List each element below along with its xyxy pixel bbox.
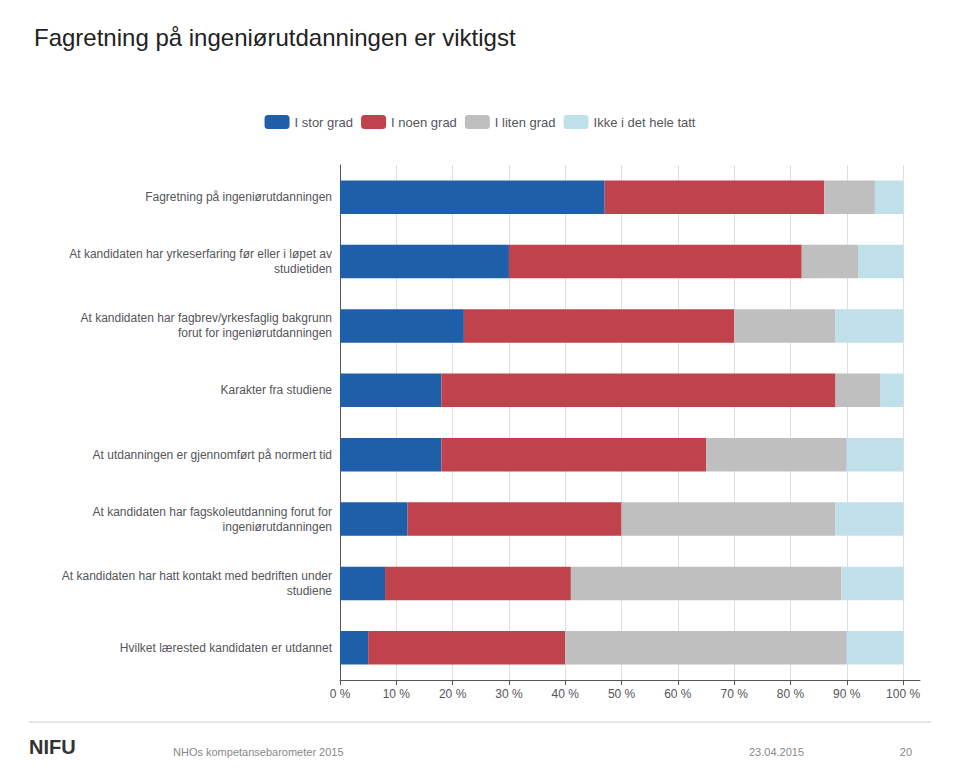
svg-text:Fagretning på ingeniørutdannin: Fagretning på ingeniørutdanningen er vik… (34, 24, 516, 51)
svg-text:Ikke i det hele tatt: Ikke i det hele tatt (594, 115, 696, 130)
svg-text:30 %: 30 % (495, 687, 523, 701)
svg-text:I stor grad: I stor grad (295, 115, 354, 130)
svg-text:Hvilket lærested kandidaten er: Hvilket lærested kandidaten er utdannet (120, 641, 333, 655)
svg-text:0 %: 0 % (330, 687, 351, 701)
svg-text:40 %: 40 % (552, 687, 580, 701)
svg-text:20 %: 20 % (439, 687, 467, 701)
svg-text:90 %: 90 % (833, 687, 861, 701)
svg-text:Fagretning på ingeniørutdannin: Fagretning på ingeniørutdanningen (145, 190, 332, 204)
svg-text:20: 20 (900, 746, 912, 758)
svg-text:100 %: 100 % (886, 687, 920, 701)
svg-text:NIFU: NIFU (29, 736, 76, 758)
svg-text:60 %: 60 % (664, 687, 692, 701)
svg-text:At kandidaten har fagskoleutda: At kandidaten har fagskoleutdanning foru… (93, 505, 333, 519)
svg-text:ingeniørutdanningen: ingeniørutdanningen (223, 520, 332, 534)
svg-text:50 %: 50 % (608, 687, 636, 701)
svg-text:studietiden: studietiden (274, 262, 332, 276)
svg-text:10 %: 10 % (383, 687, 411, 701)
svg-text:I noen grad: I noen grad (391, 115, 457, 130)
svg-text:At kandidaten har hatt kontakt: At kandidaten har hatt kontakt med bedri… (62, 569, 332, 583)
svg-text:At kandidaten har fagbrev/yrke: At kandidaten har fagbrev/yrkesfaglig ba… (81, 311, 333, 325)
svg-text:Karakter fra studiene: Karakter fra studiene (221, 383, 333, 397)
svg-text:80 %: 80 % (777, 687, 805, 701)
svg-text:NHOs kompetansebarometer 2015: NHOs kompetansebarometer 2015 (173, 746, 344, 758)
svg-text:At utdanningen er gjennomført: At utdanningen er gjennomført på normert… (93, 448, 332, 462)
svg-text:studiene: studiene (287, 584, 333, 598)
svg-text:At kandidaten har yrkeserfarin: At kandidaten har yrkeserfaring før elle… (69, 247, 332, 261)
svg-text:forut for ingeniørutdanningen: forut for ingeniørutdanningen (178, 326, 332, 340)
svg-text:23.04.2015: 23.04.2015 (749, 746, 804, 758)
svg-text:I liten grad: I liten grad (495, 115, 556, 130)
svg-text:70 %: 70 % (720, 687, 748, 701)
